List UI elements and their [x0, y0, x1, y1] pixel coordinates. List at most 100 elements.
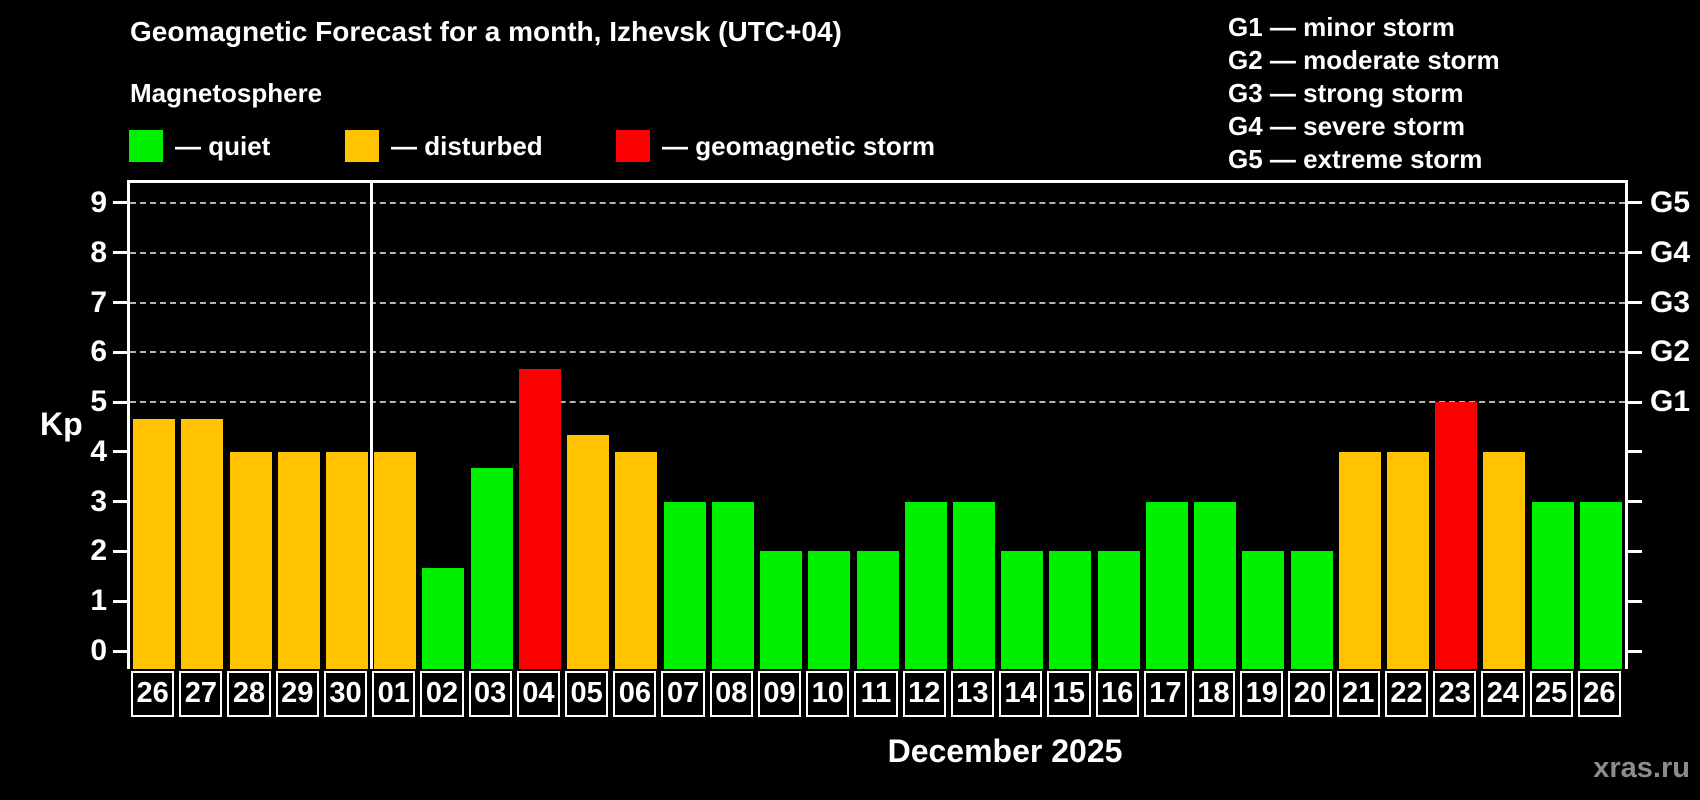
- watermark: xras.ru: [1593, 752, 1690, 784]
- day-box-9-05: 05: [565, 671, 609, 717]
- legend-item-quiet: — quiet: [129, 130, 270, 162]
- y-tick-label-7: 7: [90, 285, 107, 319]
- quiet-color-swatch: [129, 130, 163, 162]
- y-tick-label-4: 4: [90, 434, 107, 468]
- y-tick-label-9: 9: [90, 185, 107, 219]
- gridline-kp-9: [130, 201, 1625, 204]
- day-box-16-12: 12: [902, 671, 946, 717]
- y-tick-right-6: [1628, 350, 1642, 354]
- day-box-21-17: 17: [1143, 671, 1187, 717]
- g-level-label-G5: G5: [1650, 185, 1691, 219]
- y-tick-right-4: [1628, 450, 1642, 454]
- day-box-20-16: 16: [1095, 671, 1139, 717]
- storm-scale-g1: G1 — minor storm: [1228, 12, 1455, 42]
- storm-scale-g5: G5 — extreme storm: [1228, 144, 1483, 174]
- bar-day-23: [1435, 402, 1478, 669]
- disturbed-color-swatch: [345, 130, 379, 162]
- bar-day-24: [1483, 451, 1526, 669]
- bar-day-26: [133, 418, 176, 669]
- month-separator-line: [369, 180, 373, 669]
- day-box-19-15: 15: [1047, 671, 1091, 717]
- y-tick-left-7: [113, 301, 127, 304]
- day-box-13-09: 09: [757, 671, 802, 717]
- y-tick-label-2: 2: [90, 534, 107, 568]
- gridline-kp-6: [130, 351, 1625, 354]
- g-level-label-G4: G4: [1650, 235, 1691, 269]
- day-box-8-04: 04: [516, 671, 561, 717]
- gridline-kp-5: [130, 401, 1625, 404]
- y-tick-label-6: 6: [90, 335, 107, 369]
- y-tick-left-9: [113, 201, 127, 205]
- g-level-label-G1: G1: [1650, 385, 1691, 419]
- y-tick-right-8: [1628, 251, 1642, 255]
- day-box-22-18: 18: [1191, 671, 1236, 717]
- bar-day-17: [1145, 501, 1188, 669]
- chart-subtitle: Magnetosphere: [130, 78, 323, 108]
- bar-day-26: [1579, 501, 1622, 669]
- bar-day-01: [374, 451, 417, 669]
- bar-day-20: [1290, 551, 1333, 669]
- day-box-11-07: 07: [661, 671, 705, 717]
- bar-day-03: [470, 468, 513, 669]
- bar-day-21: [1338, 451, 1381, 669]
- y-tick-label-5: 5: [90, 385, 107, 419]
- y-tick-right-2: [1628, 549, 1642, 553]
- bar-day-13: [952, 501, 995, 669]
- day-box-4-30: 30: [323, 671, 368, 717]
- bar-day-30: [326, 451, 369, 669]
- legend-item-disturbed: — disturbed: [345, 130, 543, 162]
- y-tick-left-0: [113, 649, 127, 653]
- bar-day-11: [856, 551, 899, 669]
- bar-day-08: [711, 501, 754, 669]
- day-box-6-02: 02: [420, 671, 464, 717]
- bar-day-05: [567, 435, 610, 669]
- bar-day-28: [229, 451, 272, 669]
- day-box-27-23: 23: [1433, 671, 1477, 717]
- bar-day-14: [1001, 551, 1044, 669]
- legend-label-quiet: — quiet: [175, 130, 271, 161]
- bar-day-19: [1242, 551, 1285, 669]
- plot-frame-top: [127, 180, 1628, 183]
- bar-day-12: [904, 501, 947, 669]
- day-box-17-13: 13: [950, 671, 995, 717]
- day-box-29-25: 25: [1529, 671, 1573, 717]
- day-box-23-19: 19: [1240, 671, 1284, 717]
- bar-day-22: [1386, 451, 1429, 669]
- y-tick-right-1: [1628, 599, 1642, 603]
- y-tick-right-5: [1628, 400, 1642, 404]
- bar-day-25: [1531, 501, 1574, 669]
- bar-day-15: [1049, 551, 1092, 669]
- bar-day-10: [808, 551, 851, 669]
- y-tick-left-1: [113, 599, 127, 603]
- day-box-12-08: 08: [709, 671, 753, 717]
- storm-scale-g3: G3 — strong storm: [1228, 78, 1464, 108]
- bar-day-18: [1194, 501, 1237, 669]
- day-box-5-01: 01: [372, 671, 416, 717]
- g-level-label-G3: G3: [1650, 285, 1691, 319]
- plot-frame-left: [127, 180, 130, 669]
- bar-day-07: [663, 501, 706, 669]
- y-tick-left-2: [113, 549, 127, 553]
- day-box-24-20: 20: [1288, 671, 1332, 717]
- bar-day-02: [422, 567, 465, 669]
- g-level-label-G2: G2: [1650, 335, 1691, 369]
- bar-day-09: [760, 551, 803, 669]
- day-box-14-10: 10: [806, 671, 850, 717]
- day-box-1-27: 27: [179, 671, 223, 717]
- y-tick-left-4: [113, 450, 127, 454]
- storm-scale-g2: G2 — moderate storm: [1228, 45, 1500, 75]
- y-tick-left-5: [113, 400, 127, 404]
- day-box-25-21: 21: [1336, 671, 1380, 717]
- day-box-28-24: 24: [1481, 671, 1525, 717]
- legend-label-storm: — geomagnetic storm: [662, 130, 936, 161]
- y-tick-label-8: 8: [90, 235, 107, 269]
- y-axis-title: Kp: [40, 406, 83, 442]
- legend-label-disturbed: — disturbed: [391, 130, 543, 161]
- day-box-7-03: 03: [468, 671, 512, 717]
- storm-color-swatch: [616, 130, 650, 162]
- day-box-15-11: 11: [854, 671, 898, 717]
- bar-day-29: [277, 451, 320, 669]
- day-box-2-28: 28: [227, 671, 271, 717]
